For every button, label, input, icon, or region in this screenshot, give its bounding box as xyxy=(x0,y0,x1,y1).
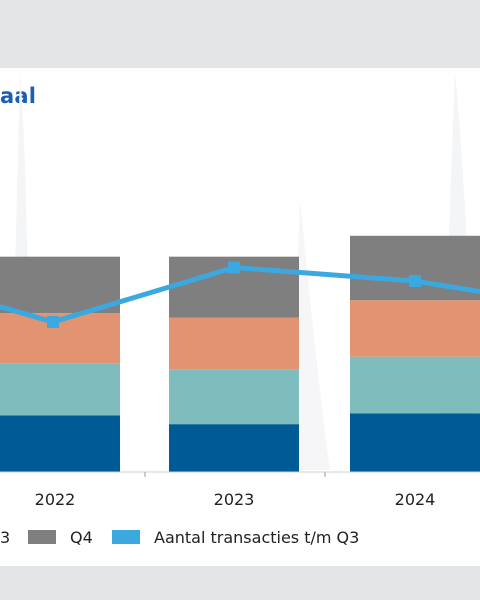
legend-swatch-transacties xyxy=(112,530,140,544)
background-haze-mid xyxy=(290,200,330,470)
bar-q1-2023 xyxy=(169,424,299,472)
line-marker-2 xyxy=(228,261,240,274)
bar-q1-2024 xyxy=(350,413,480,472)
x-tick-label-2023: 2023 xyxy=(214,490,255,509)
line-marker-1 xyxy=(47,315,59,328)
bar-q4-2022 xyxy=(0,256,120,314)
bar-q2-2024 xyxy=(350,356,480,414)
bar-q3-2023 xyxy=(169,317,299,370)
line-marker-3 xyxy=(409,275,421,288)
legend-swatch-q4 xyxy=(28,530,56,544)
bar-q2-2023 xyxy=(169,369,299,425)
legend-label-q4: Q4 xyxy=(70,528,93,547)
x-tick-label-2024: 2024 xyxy=(395,490,436,509)
bar-q3-2024 xyxy=(350,300,480,357)
x-tick-label-2022: 2022 xyxy=(35,490,76,509)
bar-q2-2022 xyxy=(0,363,120,416)
bar-q1-2022 xyxy=(0,415,120,472)
legend-label-transacties: Aantal transacties t/m Q3 xyxy=(154,528,359,547)
legend-label-q3-fragment: 3 xyxy=(0,528,10,547)
chart-title: aal xyxy=(0,84,37,108)
